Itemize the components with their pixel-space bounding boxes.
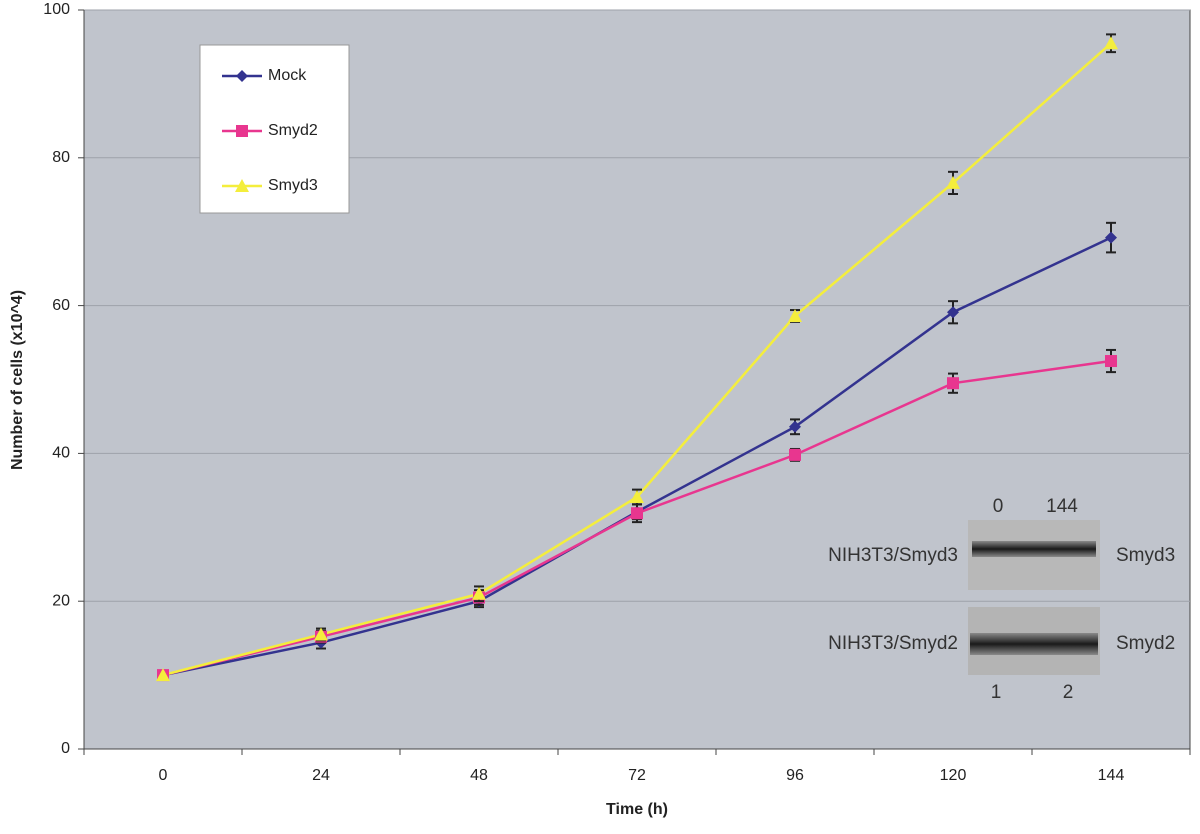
marker [630, 490, 644, 504]
legend-label: Mock [268, 67, 307, 84]
x-tick-label: 144 [1098, 767, 1125, 784]
inset-blot: 0 144 NIH3T3/Smyd3 Smyd3 NIH3T3/Smyd2 Sm… [828, 496, 1175, 703]
lane-label: 0 [993, 496, 1004, 517]
x-tick-label: 120 [940, 767, 967, 784]
x-tick-label: 48 [470, 767, 488, 784]
legend: Mock Smyd2 Smyd3 [199, 44, 350, 214]
y-tick-label: 40 [52, 445, 70, 462]
x-axis-label: Time (h) [606, 801, 668, 818]
marker [946, 175, 960, 189]
marker [156, 668, 170, 682]
protein-label: Smyd3 [1116, 545, 1175, 566]
x-tick-label: 72 [628, 767, 646, 784]
lane-label: 1 [991, 682, 1002, 703]
marker [236, 125, 248, 137]
protein-label: Smyd2 [1116, 633, 1175, 654]
y-tick-label: 80 [52, 149, 70, 166]
marker [947, 377, 959, 390]
y-tick-label: 0 [61, 740, 70, 757]
blot-band [970, 633, 1098, 655]
marker [788, 308, 802, 322]
legend-label: Smyd3 [268, 177, 318, 194]
blot-band [972, 541, 1096, 557]
marker [472, 586, 486, 600]
marker [1105, 231, 1117, 244]
cell-line-label: NIH3T3/Smyd2 [828, 633, 958, 654]
marker [789, 448, 801, 461]
y-tick-label: 60 [52, 297, 70, 314]
lane-label: 2 [1063, 682, 1074, 703]
marker [1105, 355, 1117, 368]
lane-label: 144 [1046, 496, 1078, 517]
y-tick-label: 100 [43, 1, 70, 18]
marker [236, 70, 248, 82]
marker [1104, 36, 1118, 50]
x-tick-label: 96 [786, 767, 804, 784]
legend-label: Smyd2 [268, 122, 318, 139]
marker [314, 627, 328, 641]
marks [156, 33, 1118, 682]
marker [947, 306, 959, 319]
marker [631, 507, 643, 520]
x-tick-label: 0 [159, 767, 168, 784]
x-tick-label: 24 [312, 767, 330, 784]
marker [789, 420, 801, 433]
marker [235, 179, 249, 192]
y-tick-label: 20 [52, 592, 70, 609]
cell-line-label: NIH3T3/Smyd3 [828, 545, 958, 566]
y-axis-label: Number of cells (x10^4) [9, 290, 26, 470]
